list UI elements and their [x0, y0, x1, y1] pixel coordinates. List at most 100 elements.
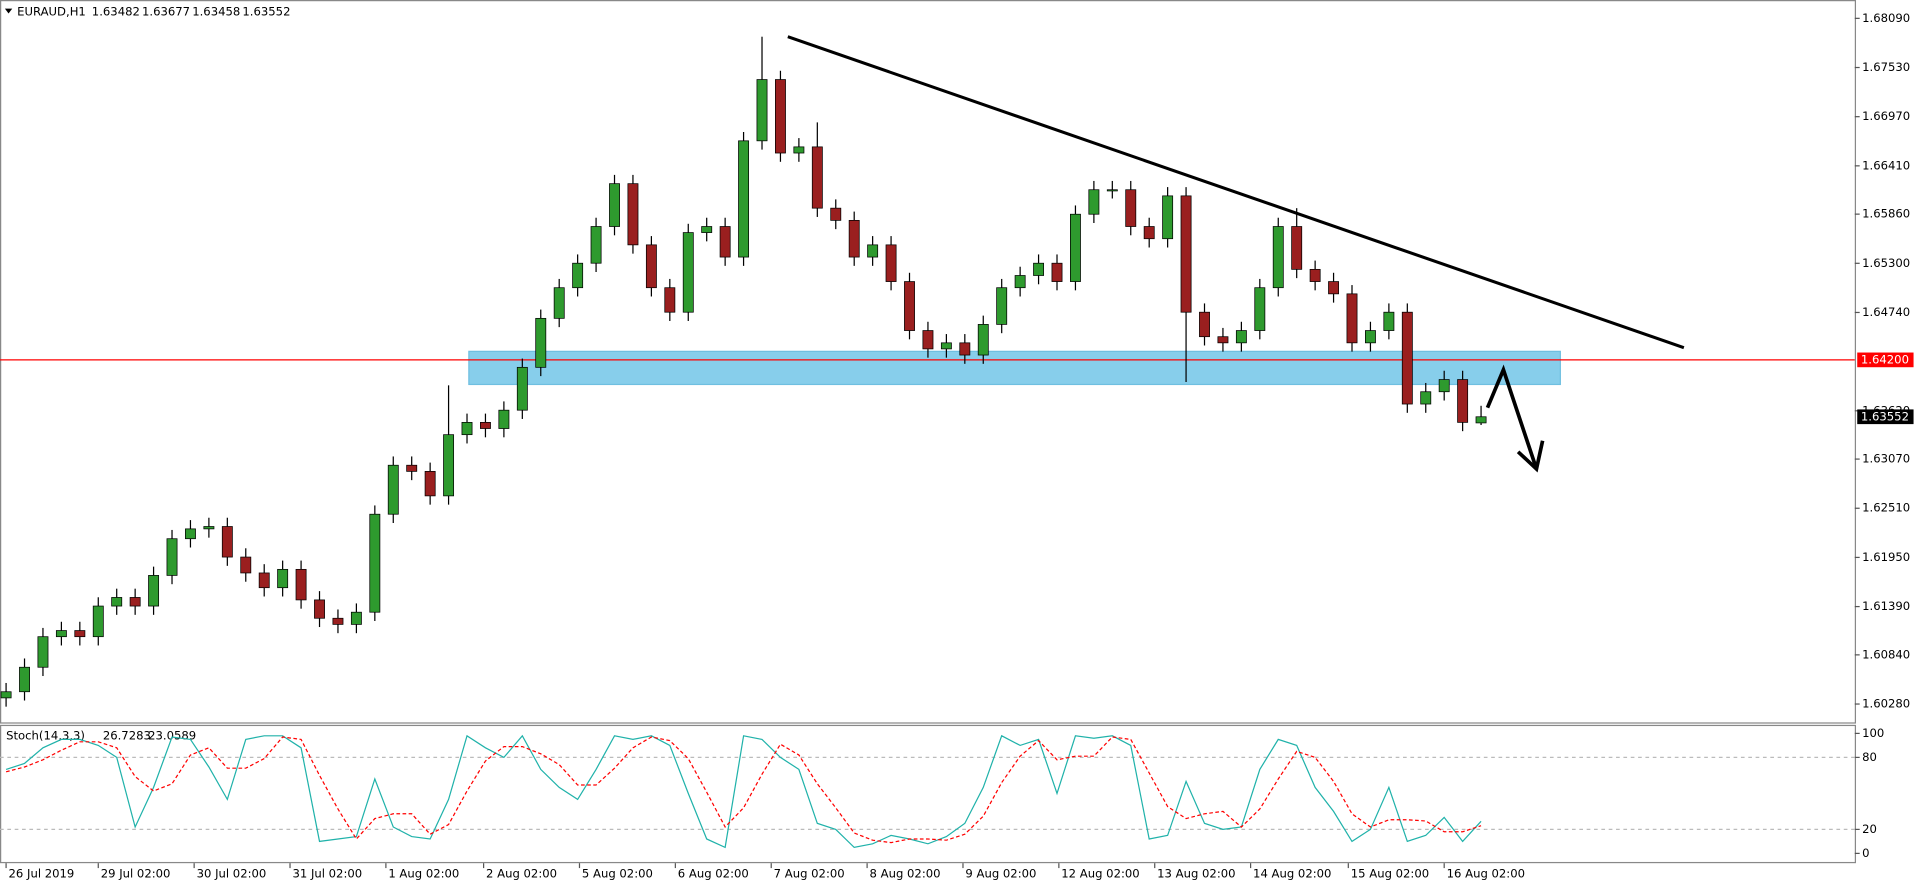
- y-tick-label: 1.66970: [1862, 109, 1910, 123]
- candle-body: [221, 526, 233, 558]
- y-tick-label: 1.65300: [1862, 256, 1910, 270]
- candle-body: [1365, 330, 1376, 344]
- x-tick-label: 26 Jul 2019: [9, 867, 75, 881]
- candle-body: [1254, 287, 1266, 331]
- zone-layer: [0, 350, 1855, 386]
- candle-body: [1235, 330, 1247, 344]
- stoch-line: [5, 736, 1482, 844]
- price-label-box: [1857, 409, 1914, 425]
- candle-body: [19, 666, 30, 693]
- candle-body: [553, 287, 565, 319]
- candle-body: [1346, 293, 1358, 344]
- candle-body: [1217, 336, 1229, 344]
- x-tick-label: 8 Aug 02:00: [870, 867, 941, 881]
- candle-body: [461, 422, 473, 436]
- candle-body: [1033, 262, 1045, 276]
- candle-body: [885, 244, 897, 282]
- symbol-title: EURAUD,H1: [17, 5, 86, 19]
- candle-body: [1475, 416, 1487, 424]
- candle-body: [498, 409, 510, 429]
- candle-body: [645, 244, 657, 289]
- x-tick-label: 12 Aug 02:00: [1061, 867, 1139, 881]
- candle-body: [1383, 311, 1395, 331]
- candle-body: [1420, 391, 1432, 405]
- y-tick-label: 80: [1862, 750, 1877, 764]
- arrow-head: [1516, 440, 1545, 473]
- candle-body: [848, 219, 860, 258]
- candle-body: [258, 572, 270, 589]
- candle-body: [74, 630, 86, 638]
- ohlc-close: 1.63552: [242, 5, 290, 19]
- candle-body: [480, 422, 491, 429]
- candle-body: [977, 324, 989, 356]
- price-label: 1.63552: [1861, 409, 1909, 423]
- candle-body: [904, 281, 915, 331]
- support-zone: [468, 350, 1561, 386]
- trendline: [787, 35, 1685, 350]
- candle-body: [572, 262, 584, 289]
- candle-body: [1199, 311, 1210, 338]
- candle-body: [1180, 195, 1192, 313]
- y-tick-label: 1.66410: [1862, 158, 1910, 172]
- candle-body: [1014, 275, 1026, 289]
- candle-body: [1106, 189, 1118, 192]
- candle-body: [406, 464, 418, 472]
- candle-body: [240, 556, 252, 574]
- candle-body: [424, 471, 436, 497]
- candle-body: [627, 183, 639, 246]
- candle-body: [314, 599, 325, 619]
- main-layer: [0, 35, 1685, 707]
- y-tick-label: 1.64740: [1862, 305, 1910, 319]
- candle-body: [1291, 226, 1303, 270]
- y-tick-label: 1.61950: [1862, 550, 1910, 564]
- candle-body: [922, 330, 934, 350]
- level-label: 1.64200: [1861, 352, 1909, 366]
- candle-body: [1125, 189, 1137, 227]
- y-tick-label: 1.68090: [1862, 11, 1910, 25]
- x-tick-label: 5 Aug 02:00: [582, 867, 653, 881]
- candle-body: [1088, 189, 1100, 215]
- x-tick-label: 29 Jul 02:00: [101, 867, 171, 881]
- level-label-box: [1857, 352, 1914, 368]
- candle-body: [1457, 379, 1469, 423]
- candle-body: [701, 226, 713, 233]
- y-tick-label: 1.65860: [1862, 207, 1910, 221]
- candle-body: [996, 287, 1008, 325]
- candle-body: [1143, 226, 1155, 240]
- candle-body: [940, 342, 952, 350]
- candle-body: [277, 568, 289, 589]
- stoch-d-value: 23.0589: [148, 728, 196, 742]
- candle-body: [0, 691, 12, 699]
- y-tick-label: 1.60280: [1862, 697, 1910, 711]
- menu-triangle[interactable]: [4, 8, 13, 14]
- candle-body: [166, 538, 178, 576]
- stoch-panel: [0, 724, 1857, 864]
- candle-body: [111, 597, 123, 607]
- y-tick-label: 1.61390: [1862, 599, 1910, 613]
- candle-body: [682, 232, 694, 313]
- candle-body: [148, 575, 160, 607]
- candle-body: [387, 464, 399, 515]
- candle-body: [535, 317, 547, 368]
- x-tick-label: 16 Aug 02:00: [1447, 867, 1525, 881]
- candle-body: [775, 79, 786, 154]
- candle-body: [1162, 195, 1174, 240]
- y-tick-label: 1.67530: [1862, 60, 1910, 74]
- x-tick-label: 7 Aug 02:00: [774, 867, 845, 881]
- candle-body: [867, 244, 879, 258]
- x-tick-label: 6 Aug 02:00: [678, 867, 749, 881]
- candle-body: [37, 636, 49, 668]
- candle-body: [590, 226, 602, 264]
- candle-body: [516, 366, 528, 411]
- candle-body: [1401, 311, 1413, 405]
- candle-body: [203, 526, 215, 530]
- candle-body: [1438, 379, 1450, 393]
- candle-body: [719, 226, 731, 258]
- x-tick-label: 15 Aug 02:00: [1351, 867, 1429, 881]
- candle-body: [959, 342, 971, 356]
- ohlc-high: 1.63677: [142, 5, 190, 19]
- candle-body: [1328, 281, 1340, 295]
- candle-body: [1309, 268, 1321, 282]
- candle-body: [1272, 226, 1284, 289]
